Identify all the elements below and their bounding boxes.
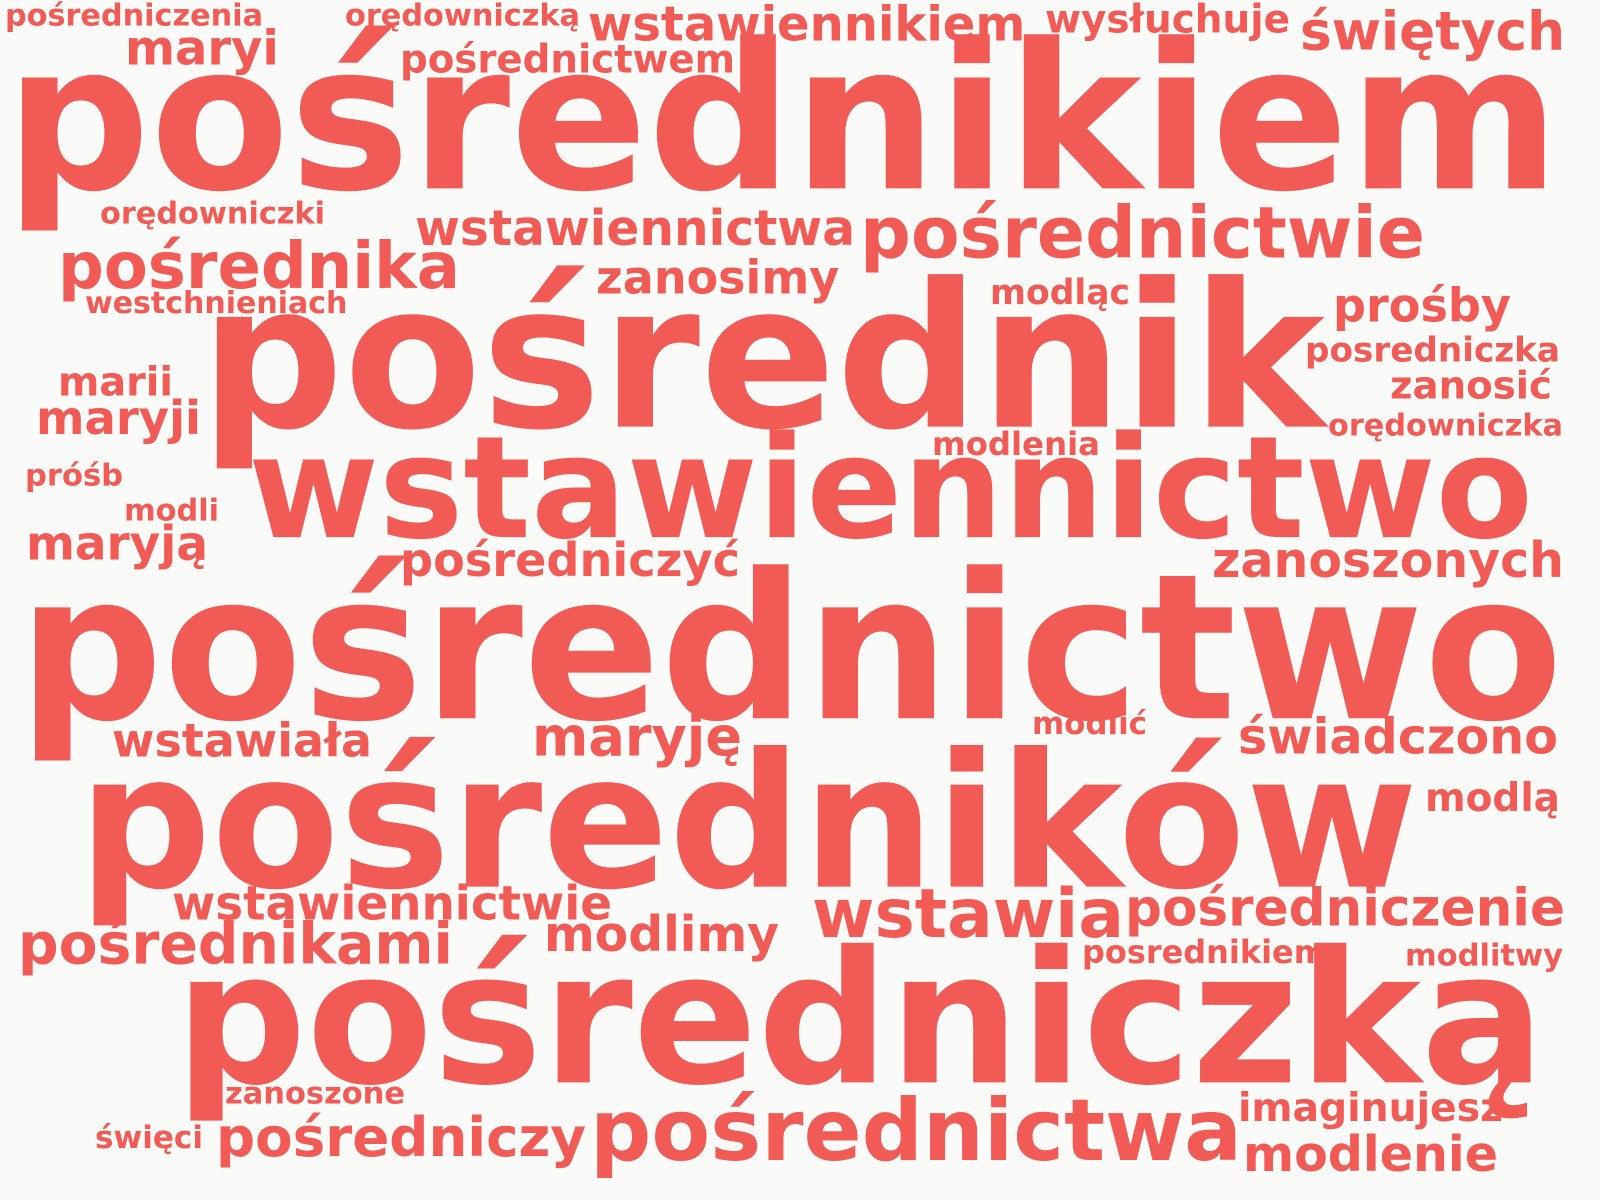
word-posrednikow: pośredników	[78, 713, 1418, 932]
word-posredniczy: pośredniczy	[216, 1105, 586, 1170]
word-maryje: maryję	[532, 705, 742, 769]
word-maryji: maryji	[36, 390, 201, 446]
word-modlimy: modlimy	[544, 905, 779, 963]
word-posrednik: pośrednik	[200, 239, 1325, 475]
word-oredowniczki: orędowniczki	[100, 195, 325, 231]
word-zanosic: zanosić	[1390, 362, 1552, 408]
word-wstawiennictwie: wstawiennictwie	[172, 875, 612, 931]
word-posredniczka: posredniczka	[1305, 329, 1560, 370]
word-modlitwy: modlitwy	[1405, 937, 1563, 973]
word-posrednikiem-2: posrednikiem	[1082, 933, 1327, 971]
word-oredowniczka-instr: orędowniczką	[345, 0, 580, 33]
word-posredniczka-instr: pośredniczką	[175, 911, 1545, 1127]
word-swieci: święci	[95, 1119, 203, 1156]
word-posrednikami: pośrednikami	[18, 910, 454, 978]
word-posrednictwem: pośrednictwem	[400, 36, 735, 82]
word-zanoszonych: zanoszonych	[1212, 531, 1564, 589]
word-wstawia: wstawia	[812, 873, 1124, 954]
word-posrednika: pośrednika	[58, 228, 460, 304]
word-prosb: próśb	[25, 457, 123, 494]
word-swiadczono: świadczono	[1238, 707, 1558, 766]
word-posredniczyc: pośredniczyć	[400, 532, 740, 587]
word-modli: modli	[124, 492, 219, 528]
word-imaginujesz: imaginujesz	[1238, 1084, 1503, 1131]
word-posredniczenia: pośredniczenia	[5, 0, 263, 33]
word-posrednictwo: pośrednictwo	[18, 529, 1563, 767]
word-posrednikiem: pośrednikiem	[5, 0, 1560, 238]
word-modla: modlą	[1425, 774, 1560, 821]
word-modlic: modlić	[1032, 705, 1147, 742]
word-wstawiennictwo: wstawiennictwo	[248, 405, 1533, 572]
word-marii: marii	[58, 358, 173, 405]
word-modlenia: modlenia	[932, 425, 1100, 463]
word-wysluchuje: wysłuchuje	[1045, 0, 1290, 43]
word-swietych: świętych	[1300, 0, 1565, 63]
word-wstawiala: wstawiała	[112, 713, 372, 768]
word-prosby: prośby	[1333, 278, 1511, 333]
word-posrednictwie: pośrednictwie	[860, 191, 1425, 275]
word-maryja: maryją	[26, 515, 208, 571]
word-wstawiennictwa: wstawiennictwa	[415, 199, 855, 257]
word-posredniczenie: pośredniczenie	[1125, 877, 1565, 938]
word-maryi: maryi	[125, 19, 279, 76]
word-modlenie: modlenie	[1243, 1125, 1498, 1183]
word-zanoszone: zanoszone	[225, 1075, 405, 1111]
word-oredowniczka: orędowniczka	[1328, 407, 1563, 443]
word-westchnieniach: westchnieniach	[85, 285, 348, 321]
word-modlac: modląc	[990, 271, 1130, 313]
word-wstawiennikiem: wstawiennikiem	[588, 0, 1026, 52]
word-zanosimy: zanosimy	[596, 250, 840, 305]
word-posrednictwa: pośrednictwa	[590, 1080, 1242, 1181]
